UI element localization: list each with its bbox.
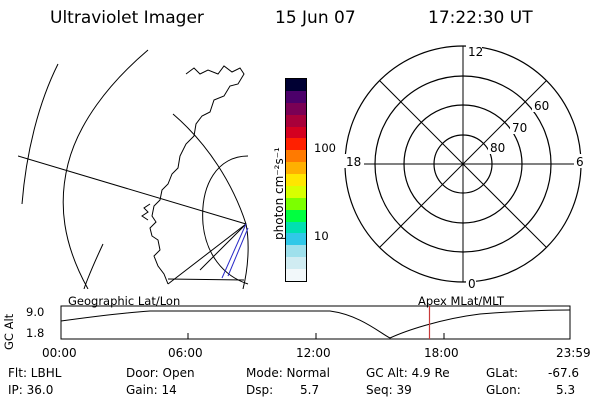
colorbar-segment <box>286 174 306 186</box>
map-horizon-line <box>167 278 245 281</box>
label-bg <box>344 154 364 168</box>
map-arc-outer <box>21 63 59 205</box>
mlt-label-18: 18 <box>346 155 361 169</box>
glat-value: -67.6 <box>548 366 580 380</box>
lat-label-60: 60 <box>534 99 549 113</box>
time-tick-06: 06:00 <box>168 346 203 360</box>
glon-label: GLon: <box>486 383 521 397</box>
time-label: 17:22:30 UT <box>428 8 533 28</box>
look-line-2 <box>167 223 247 285</box>
dsp-label: Dsp: <box>246 383 274 397</box>
colorbar-unit-label: photon cm⁻²s⁻¹ <box>272 147 286 240</box>
mlt-label-6: 6 <box>576 155 584 169</box>
time-tick-00: 00:00 <box>42 346 77 360</box>
glat-label: GLat: <box>486 366 519 380</box>
date-label: 15 Jun 07 <box>275 8 356 28</box>
colorbar-segment <box>286 126 306 139</box>
colorbar-segment <box>286 138 306 151</box>
altitude-curve <box>60 309 571 339</box>
polar-diagonal-2 <box>379 80 547 248</box>
look-line-blue-2 <box>227 227 249 277</box>
colorbar-segment <box>286 185 306 198</box>
lat-label-80: 80 <box>490 141 505 155</box>
label-bg <box>532 98 552 112</box>
colorbar-tick-100: 100 <box>314 141 336 155</box>
mlt-label-0: 0 <box>468 277 476 291</box>
colorbar-segment <box>286 233 306 246</box>
label-bg <box>510 120 530 134</box>
colorbar-segment <box>286 269 306 281</box>
label-bg <box>466 44 482 58</box>
lat-label-70: 70 <box>512 121 527 135</box>
label-bg <box>466 276 476 290</box>
seq-readout: Seq: 39 <box>366 383 412 397</box>
altitude-tick-high: 9.0 <box>26 305 45 319</box>
door-readout: Door: Open <box>126 366 195 380</box>
polar-mlt-plot: 12 18 6 0 60 70 80 <box>344 44 586 291</box>
ip-readout: IP: 36.0 <box>8 383 54 397</box>
time-tick-end: 23:59 <box>556 346 591 360</box>
coastline <box>149 65 245 285</box>
altitude-timeline <box>60 305 571 340</box>
color-scale-bar <box>285 78 307 282</box>
colorbar-tick-10: 10 <box>314 229 329 243</box>
dsp-value: 5.7 <box>300 383 320 397</box>
colorbar-segment <box>286 90 306 103</box>
label-bg <box>488 140 508 154</box>
gc-alt-readout: GC Alt: 4.9 Re <box>366 366 450 380</box>
gain-readout: Gain: 14 <box>126 383 177 397</box>
altitude-tick-low: 1.8 <box>26 326 45 340</box>
look-line-blue <box>221 223 247 279</box>
colorbar-segment <box>286 114 306 127</box>
map-arc-inner <box>172 113 249 289</box>
glon-value: 5.3 <box>556 383 576 397</box>
geographic-caption: Geographic Lat/Lon <box>68 294 181 308</box>
time-tick-12: 12:00 <box>296 346 331 360</box>
apex-caption: Apex MLat/MLT <box>418 294 505 308</box>
colorbar-segment <box>286 209 306 222</box>
geographic-map <box>18 49 249 289</box>
label-bg <box>574 154 586 168</box>
colorbar-segment <box>286 257 306 269</box>
colorbar-segment <box>286 221 306 234</box>
colorbar-segment <box>286 197 306 210</box>
altitude-axis-label: GC Alt <box>2 313 16 350</box>
mode-readout: Mode: Normal <box>246 366 330 380</box>
instrument-title: Ultraviolet Imager <box>50 8 204 28</box>
colorbar-segment <box>286 79 306 91</box>
colorbar-segment <box>286 162 306 174</box>
map-arc-mid <box>62 49 149 289</box>
coastline-inlet <box>141 203 151 221</box>
look-line-1 <box>18 155 247 225</box>
colorbar-segment <box>286 150 306 163</box>
colorbar-segment <box>286 245 306 258</box>
colorbar-segment <box>286 102 306 115</box>
filter-readout: Flt: LBHL <box>8 366 62 380</box>
time-tick-18: 18:00 <box>424 346 459 360</box>
time-tick-marks <box>187 333 445 339</box>
map-arc-lower <box>83 243 104 289</box>
map-small-circle <box>202 155 249 285</box>
look-line-3 <box>199 223 247 271</box>
mlt-label-12: 12 <box>468 45 483 59</box>
